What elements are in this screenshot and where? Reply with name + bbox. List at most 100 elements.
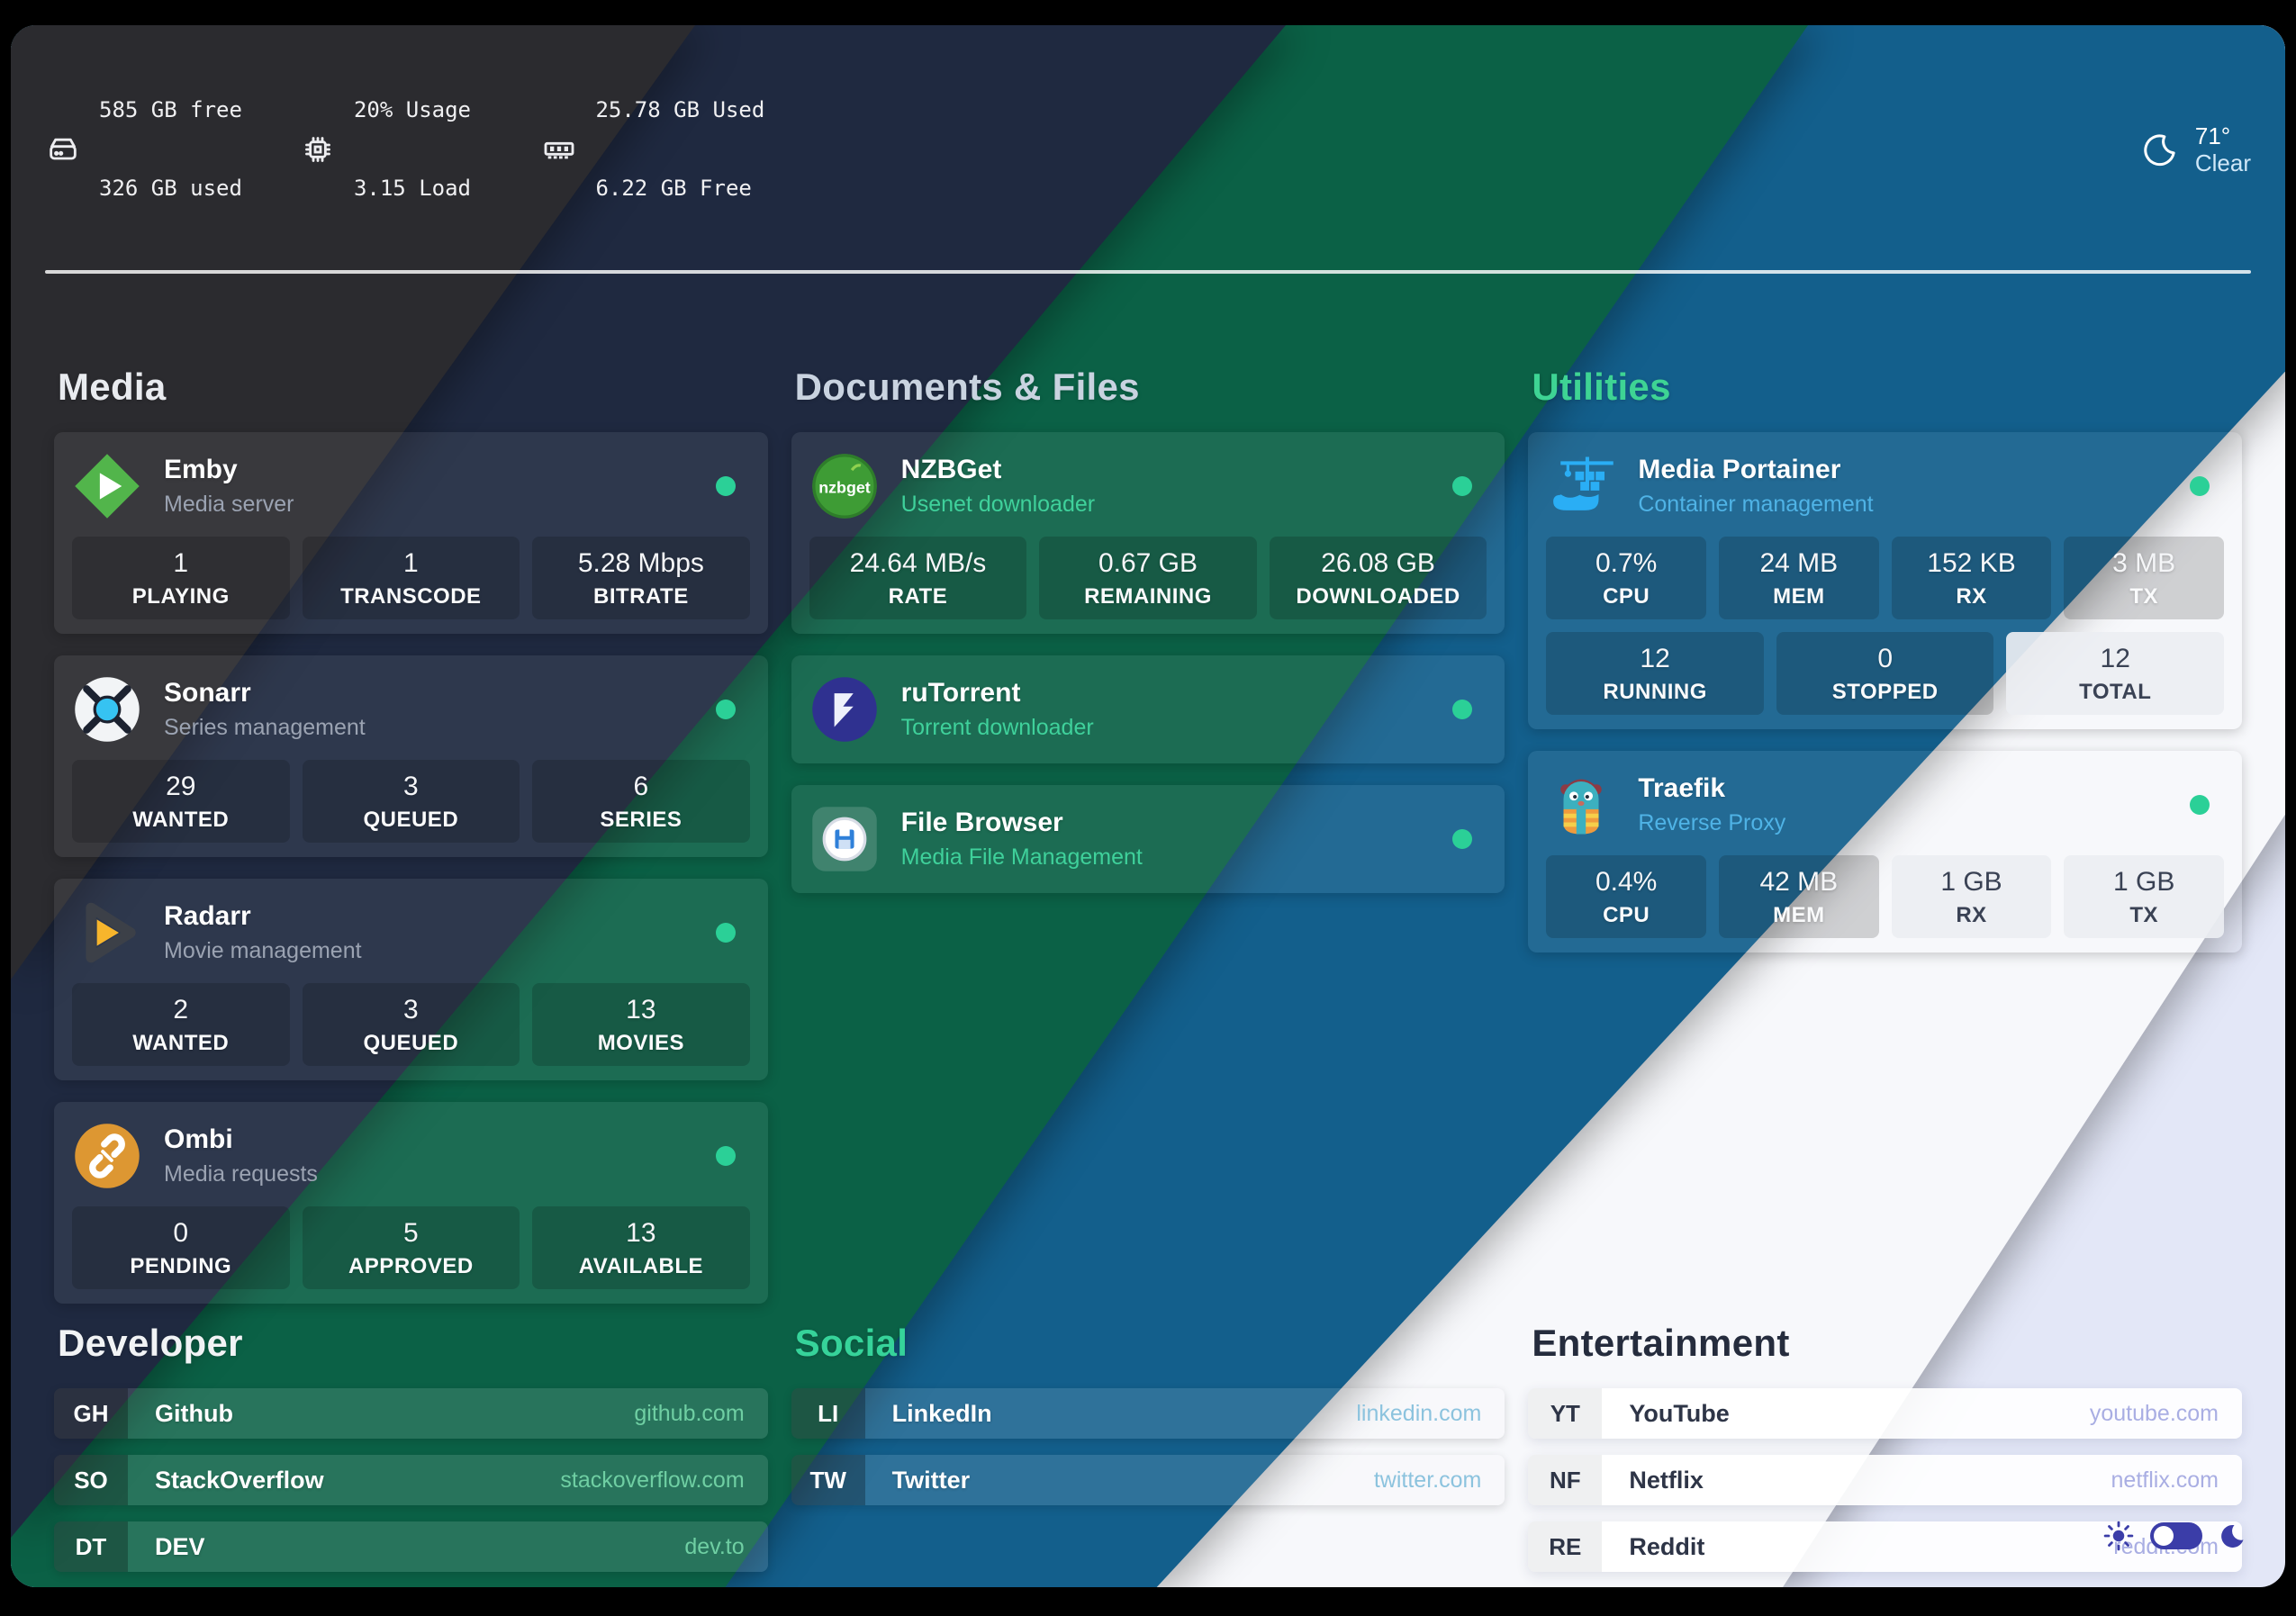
stat-tile: 24.64 MB/s RATE: [809, 537, 1027, 619]
memory-icon: [545, 141, 574, 159]
app-subtitle: Movie management: [164, 938, 362, 963]
section-entertainment: Entertainment YT YouTube youtube.com NF …: [1528, 1322, 2242, 1587]
stat-tile: 13 AVAILABLE: [532, 1206, 750, 1289]
stat-tile: 1 PLAYING: [72, 537, 290, 619]
app-subtitle: Media File Management: [900, 844, 1143, 870]
section-social: Social LI LinkedIn linkedin.com TW Twitt…: [791, 1322, 1505, 1521]
app-card-emby[interactable]: Emby Media server 1 PLAYING 1 TRANSCODE 5.…: [54, 432, 768, 634]
status-online-dot: [1452, 476, 1473, 496]
link-row-dev[interactable]: DT DEV dev.to: [54, 1521, 768, 1572]
theme-switcher: [2103, 1521, 2246, 1551]
status-online-dot: [715, 476, 736, 496]
memory-free-text: 6.22 GB Free: [595, 176, 752, 201]
app-name: Sonarr: [164, 678, 251, 708]
stat-tile: 5 APPROVED: [302, 1206, 520, 1289]
section-title-social: Social: [794, 1322, 908, 1364]
twitter-initials-badge: TW: [791, 1455, 865, 1505]
link-row-github[interactable]: GH Github github.com: [54, 1388, 768, 1439]
link-row-youtube[interactable]: YT YouTube youtube.com: [1528, 1388, 2242, 1439]
section-title-media: Media: [58, 366, 167, 408]
app-name: Emby: [164, 455, 238, 484]
file-browser-icon: [809, 804, 880, 874]
radarr-icon: [72, 898, 142, 968]
link-row-stackoverflow[interactable]: SO StackOverflow stackoverflow.com: [54, 1455, 768, 1505]
status-online-dot: [2190, 476, 2210, 496]
app-subtitle: Series management: [164, 715, 366, 740]
nzbget-icon: nzbget: [809, 451, 880, 521]
weather-temperature: 71°: [2194, 122, 2231, 149]
section-documents-files: Documents & Files nzbget NZBGet Usenet d…: [791, 366, 1505, 893]
app-subtitle: Usenet downloader: [900, 492, 1096, 517]
ombi-icon: [72, 1121, 142, 1191]
memory-usage-group: 25.78 GB Used 6.22 GB Free: [541, 45, 764, 254]
stat-tile: 0 PENDING: [72, 1206, 290, 1289]
status-online-dot: [715, 1146, 736, 1166]
app-name: ruTorrent: [900, 678, 1021, 708]
link-row-twitter[interactable]: TW Twitter twitter.com: [791, 1455, 1505, 1505]
stat-tile: 12 RUNNING: [1546, 632, 1764, 715]
youtube-initials-badge: YT: [1528, 1388, 1603, 1439]
stat-tile: 0.7% CPU: [1546, 537, 1706, 619]
stackoverflow-initials-badge: SO: [54, 1455, 128, 1505]
app-card-traefik[interactable]: Traefik Reverse Proxy 0.4% CPU 42 MB MEM 1…: [1528, 751, 2242, 952]
link-row-linkedin[interactable]: LI LinkedIn linkedin.com: [791, 1388, 1505, 1439]
section-media: Media Emby Media server 1 PLAYING: [54, 366, 768, 1304]
app-subtitle: Torrent downloader: [900, 715, 1094, 740]
link-row-reddit[interactable]: RE Reddit reddit.com: [1528, 1521, 2242, 1572]
stat-tile: 3 QUEUED: [302, 983, 520, 1066]
app-card-rutorrent[interactable]: ruTorrent Torrent downloader: [791, 655, 1505, 763]
section-utilities: Utilities Media Portainer Container mana…: [1528, 366, 2242, 952]
stat-tile: 3 QUEUED: [302, 760, 520, 843]
app-name: Media Portainer: [1638, 455, 1841, 484]
app-card-nzbget[interactable]: nzbget NZBGet Usenet downloader 24.64 MB…: [791, 432, 1505, 634]
weather-moon-icon: [2144, 134, 2175, 167]
stat-tile: 0 STOPPED: [1776, 632, 1994, 715]
app-name: NZBGet: [900, 455, 1002, 484]
weather-widget: 71° Clear: [2141, 122, 2251, 176]
app-card-file-browser[interactable]: File Browser Media File Management: [791, 785, 1505, 893]
disk-free-text: 585 GB free: [99, 97, 242, 122]
memory-used-text: 25.78 GB Used: [595, 97, 765, 122]
reddit-initials-badge: RE: [1528, 1521, 1603, 1572]
section-title-entertainment: Entertainment: [1532, 1322, 1790, 1364]
app-card-radarr[interactable]: Radarr Movie management 2 WANTED 3 QUEUED …: [54, 879, 768, 1080]
link-row-netflix[interactable]: NF Netflix netflix.com: [1528, 1455, 2242, 1505]
stat-tile: 152 KB RX: [1891, 537, 2052, 619]
app-name: File Browser: [900, 808, 1063, 837]
stat-tile: 5.28 Mbps BITRATE: [532, 537, 750, 619]
app-card-sonarr[interactable]: Sonarr Series management 29 WANTED 3 QUEUE…: [54, 655, 768, 857]
moon-icon: [2221, 1524, 2244, 1548]
stat-tile: 29 WANTED: [72, 760, 290, 843]
traefik-icon: [1546, 770, 1616, 840]
theme-toggle[interactable]: [2150, 1522, 2202, 1549]
github-initials-badge: GH: [54, 1388, 128, 1439]
app-name: Ombi: [164, 1124, 233, 1154]
stat-tile: 0.4% CPU: [1546, 855, 1706, 938]
topbar-separator: [45, 270, 2251, 274]
section-title-utilities: Utilities: [1532, 366, 1671, 408]
stat-tile: 1 GB RX: [1891, 855, 2052, 938]
dashboard-page: 585 GB free 326 GB used 20% Usage 3.15 L…: [11, 25, 2285, 1587]
theme-toggle-knob: [2154, 1526, 2174, 1546]
stat-tile: 2 WANTED: [72, 983, 290, 1066]
stat-tile: 3 MB TX: [2064, 537, 2225, 619]
weather-condition: Clear: [2194, 149, 2251, 176]
system-bar: 585 GB free 326 GB used 20% Usage 3.15 L…: [11, 25, 2285, 254]
app-subtitle: Reverse Proxy: [1638, 810, 1786, 835]
cpu-icon: [305, 137, 330, 162]
cpu-usage-text: 20% Usage: [353, 97, 471, 122]
app-card-ombi[interactable]: Ombi Media requests 0 PENDING 5 APPROVED 1…: [54, 1102, 768, 1304]
cpu-usage-group: 20% Usage 3.15 Load: [300, 45, 484, 254]
disk-usage-group: 585 GB free 326 GB used: [45, 45, 242, 254]
sun-icon: [2103, 1521, 2134, 1551]
stat-tile: 1 GB TX: [2064, 855, 2225, 938]
netflix-initials-badge: NF: [1528, 1455, 1603, 1505]
status-online-dot: [2190, 795, 2210, 815]
stat-tile: 26.08 GB DOWNLOADED: [1269, 537, 1487, 619]
status-online-dot: [1452, 700, 1473, 719]
app-card-portainer[interactable]: Media Portainer Container management 0.7…: [1528, 432, 2242, 729]
status-online-dot: [1452, 829, 1473, 849]
app-subtitle: Container management: [1638, 492, 1874, 517]
stat-tile: 1 TRANSCODE: [302, 537, 520, 619]
portainer-icon: [1546, 451, 1616, 521]
